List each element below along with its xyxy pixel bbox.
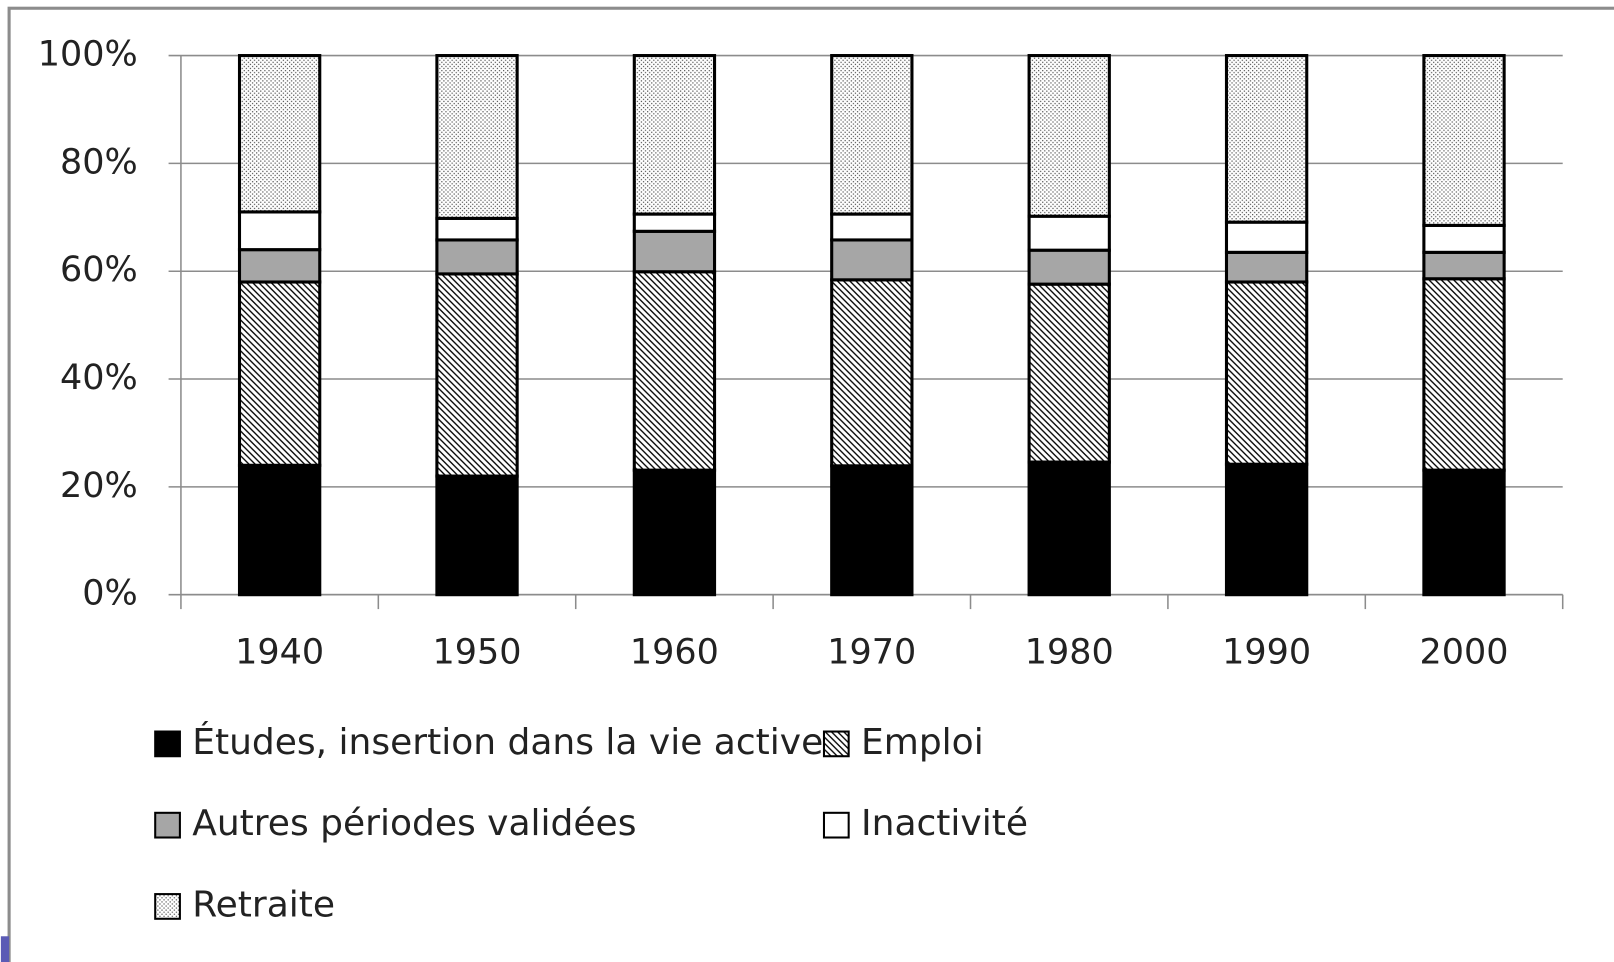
corner-decor: [0, 936, 10, 962]
bar-segment: [435, 272, 519, 478]
bar-segment: [1027, 460, 1111, 597]
bar-segment: [1027, 282, 1111, 464]
bar-segment: [237, 248, 322, 284]
bar-segment: [830, 278, 914, 468]
bar-segment: [1422, 250, 1506, 281]
x-tick-label: 1960: [630, 632, 719, 672]
legend-label: Études, insertion dans la vie active: [192, 721, 823, 763]
legend-swatch: [154, 893, 181, 920]
bar-segment: [1422, 54, 1506, 227]
y-tick-label: 40%: [60, 358, 138, 398]
bar-segment: [1224, 54, 1309, 224]
legend-swatch: [822, 811, 850, 839]
bar-segment: [632, 212, 717, 233]
bar-segment: [435, 216, 519, 242]
legend-swatch: [154, 811, 181, 839]
bar-segment: [1422, 277, 1506, 472]
bar-segment: [435, 474, 519, 597]
legend-label: Inactivité: [861, 803, 1028, 844]
bar-segment: [237, 463, 322, 597]
x-tick-label: 1940: [235, 632, 324, 672]
bar-segment: [237, 210, 322, 252]
bar-segment: [632, 270, 717, 472]
bar-segment: [830, 464, 914, 597]
bar-segment: [1027, 54, 1111, 218]
bar-segment: [237, 280, 322, 467]
y-tick-label: 80%: [60, 142, 138, 182]
bar-segment: [435, 54, 519, 220]
bar-segment: [830, 238, 914, 282]
x-tick-label: 2000: [1420, 632, 1509, 672]
bar-segment: [1224, 250, 1309, 284]
y-tick-label: 60%: [60, 250, 138, 290]
bar-segment: [830, 54, 914, 216]
bar-segment: [1224, 462, 1309, 597]
bar-segment: [1224, 220, 1309, 254]
y-tick-label: 0%: [82, 574, 137, 614]
x-tick-label: 1950: [433, 632, 522, 672]
bar-segment: [1027, 214, 1111, 252]
x-tick-label: 1970: [827, 632, 916, 672]
bar-segment: [830, 212, 914, 242]
bar-segment: [435, 238, 519, 276]
bar-segment: [632, 54, 717, 216]
legend-swatch: [822, 730, 850, 758]
y-tick-label: 20%: [60, 466, 138, 506]
legend-label: Autres périodes validées: [192, 803, 636, 844]
legend-swatch: [154, 730, 181, 758]
bar-segment: [632, 468, 717, 597]
legend-label: Retraite: [192, 884, 335, 925]
bar-segment: [1027, 248, 1111, 286]
legend-label: Emploi: [861, 722, 984, 763]
y-tick-label: 100%: [38, 35, 138, 75]
bar-segment: [1422, 468, 1506, 597]
bar-segment: [1422, 223, 1506, 254]
x-tick-label: 1980: [1025, 632, 1114, 672]
bar-segment: [632, 229, 717, 274]
bar-segment: [1224, 280, 1309, 466]
x-tick-label: 1990: [1222, 632, 1311, 672]
bar-segment: [237, 54, 322, 214]
